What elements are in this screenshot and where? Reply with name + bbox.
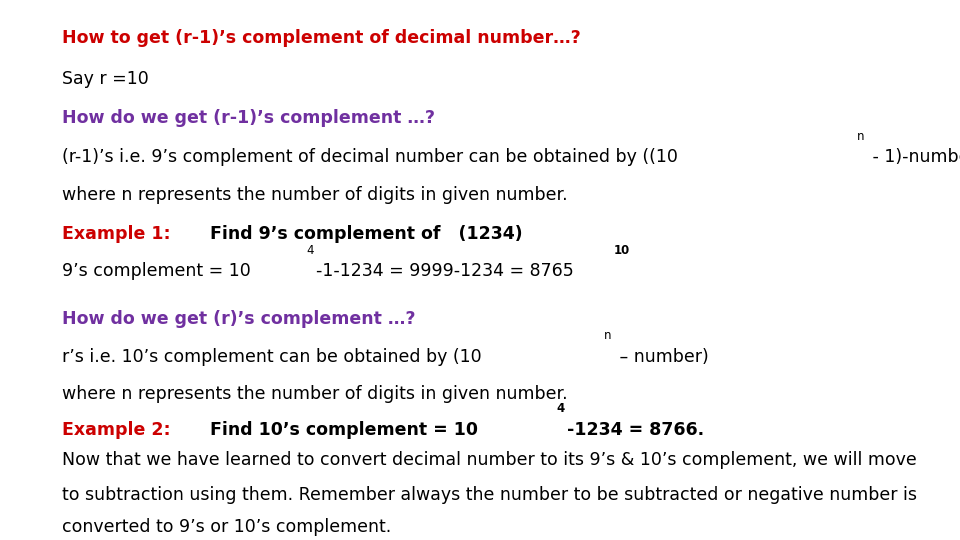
- Text: How do we get (r-1)’s complement …?: How do we get (r-1)’s complement …?: [62, 109, 436, 127]
- Text: Example 2:: Example 2:: [62, 421, 177, 438]
- Text: to subtraction using them. Remember always the number to be subtracted or negati: to subtraction using them. Remember alwa…: [62, 485, 918, 503]
- Text: -1234 = 8766.: -1234 = 8766.: [566, 421, 704, 438]
- Text: 9’s complement = 10: 9’s complement = 10: [62, 262, 252, 280]
- Text: Say r =10: Say r =10: [62, 70, 149, 87]
- Text: How do we get (r)’s complement …?: How do we get (r)’s complement …?: [62, 310, 416, 328]
- Text: How to get (r-1)’s complement of decimal number…?: How to get (r-1)’s complement of decimal…: [62, 29, 581, 47]
- Text: Find 10’s complement = 10: Find 10’s complement = 10: [210, 421, 478, 438]
- Text: n: n: [857, 130, 865, 143]
- Text: Find 9’s complement of   (1234): Find 9’s complement of (1234): [210, 225, 523, 242]
- Text: Now that we have learned to convert decimal number to its 9’s & 10’s complement,: Now that we have learned to convert deci…: [62, 451, 917, 469]
- Text: n: n: [604, 329, 612, 342]
- Text: 10: 10: [613, 244, 630, 256]
- Text: - 1)-number): - 1)-number): [867, 148, 960, 166]
- Text: converted to 9’s or 10’s complement.: converted to 9’s or 10’s complement.: [62, 518, 392, 536]
- Text: – number): – number): [613, 348, 708, 366]
- Text: 4: 4: [556, 402, 564, 415]
- Text: where n represents the number of digits in given number.: where n represents the number of digits …: [62, 384, 568, 402]
- Text: 4: 4: [306, 244, 314, 257]
- Text: Example 1:: Example 1:: [62, 225, 177, 242]
- Text: r’s i.e. 10’s complement can be obtained by (10: r’s i.e. 10’s complement can be obtained…: [62, 348, 482, 366]
- Text: -1-1234 = 9999-1234 = 8765: -1-1234 = 9999-1234 = 8765: [316, 262, 573, 280]
- Text: where n represents the number of digits in given number.: where n represents the number of digits …: [62, 186, 568, 204]
- Text: (r-1)’s i.e. 9’s complement of decimal number can be obtained by ((10: (r-1)’s i.e. 9’s complement of decimal n…: [62, 148, 679, 166]
